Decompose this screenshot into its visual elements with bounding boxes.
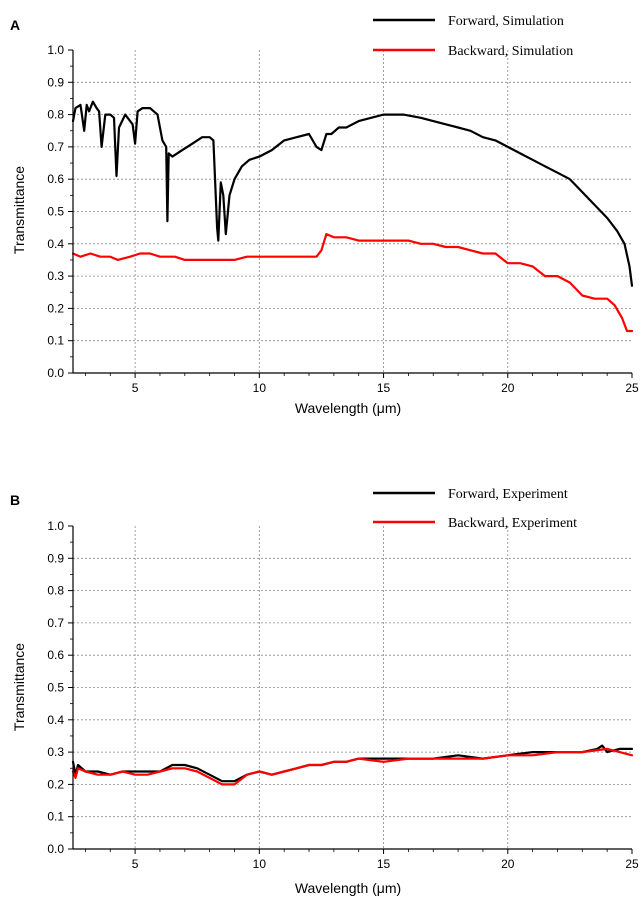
y-tick-label: 1.0 (47, 519, 64, 533)
y-tick-label: 0.3 (47, 745, 64, 759)
x-tick-label: 15 (377, 857, 391, 871)
y-tick-label: 0.4 (47, 237, 64, 251)
y-tick-label: 0.9 (47, 75, 64, 89)
panel-b-x-axis-label: Wavelength (μm) (295, 880, 401, 896)
legend-label-backward-simulation: Backward, Simulation (448, 44, 573, 59)
y-tick-label: 0.1 (47, 810, 64, 824)
x-tick-label: 10 (253, 857, 267, 871)
panel-b: B 0.0 0.1 0.2 0.3 0.4 0.5 0.6 0.7 0.8 0.9 1.0 5 10 15… (10, 487, 639, 896)
y-tick-label: 0.7 (47, 140, 64, 154)
y-tick-label: 0.4 (47, 713, 64, 727)
series-line-forward-experiment (71, 744, 634, 783)
y-tick-label: 0.6 (47, 648, 64, 662)
x-tick-label: 5 (132, 381, 139, 395)
x-tick-label: 25 (625, 381, 639, 395)
panel-b-letter: B (10, 492, 20, 508)
legend-label-backward-experiment: Backward, Experiment (448, 516, 577, 531)
panel-a-plot-area: 0.0 0.1 0.2 0.3 0.4 0.5 0.6 0.7 0.8 0.9 1.0 5 10 15 20… (47, 43, 639, 395)
panel-a-letter: A (10, 17, 20, 33)
panel-a-x-axis-label: Wavelength (μm) (295, 400, 401, 416)
series-line-backward-experiment (71, 747, 634, 786)
y-tick-label: 0.5 (47, 205, 64, 219)
series-line-forward-simulation (71, 100, 634, 287)
legend-label-forward-simulation: Forward, Simulation (448, 14, 564, 29)
panel-a-legend: Forward, Simulation Backward, Simulation (373, 14, 573, 59)
y-tick-label: 0.8 (47, 108, 64, 122)
panel-b-plot-area: 0.0 0.1 0.2 0.3 0.4 0.5 0.6 0.7 0.8 0.9 1.0 5 10 15 20… (47, 519, 639, 871)
series-line-backward-simulation (71, 233, 634, 333)
x-tick-label: 20 (501, 381, 515, 395)
y-tick-label: 0.0 (47, 366, 64, 380)
y-tick-label: 0.7 (47, 616, 64, 630)
x-tick-label: 10 (253, 381, 267, 395)
y-tick-label: 0.5 (47, 681, 64, 695)
panel-b-legend: Forward, Experiment Backward, Experiment (373, 487, 577, 531)
y-tick-label: 0.1 (47, 334, 64, 348)
y-tick-label: 0.3 (47, 269, 64, 283)
panel-a: A 0.0 0.1 0.2 0.3 0.4 0.5 0.6 0.7 0.8 0.9 1.0 5 10 15… (10, 14, 639, 416)
x-tick-label: 5 (132, 857, 139, 871)
y-tick-label: 0.0 (47, 842, 64, 856)
x-tick-label: 15 (377, 381, 391, 395)
y-tick-label: 0.2 (47, 301, 64, 315)
y-tick-label: 0.9 (47, 551, 64, 565)
y-tick-label: 1.0 (47, 43, 64, 57)
panel-b-y-axis-label: Transmittance (11, 643, 27, 731)
y-tick-label: 0.2 (47, 777, 64, 791)
x-tick-label: 20 (501, 857, 515, 871)
y-tick-label: 0.6 (47, 172, 64, 186)
y-tick-label: 0.8 (47, 584, 64, 598)
x-tick-label: 25 (625, 857, 639, 871)
panel-a-y-axis-label: Transmittance (11, 166, 27, 254)
legend-label-forward-experiment: Forward, Experiment (448, 487, 568, 502)
